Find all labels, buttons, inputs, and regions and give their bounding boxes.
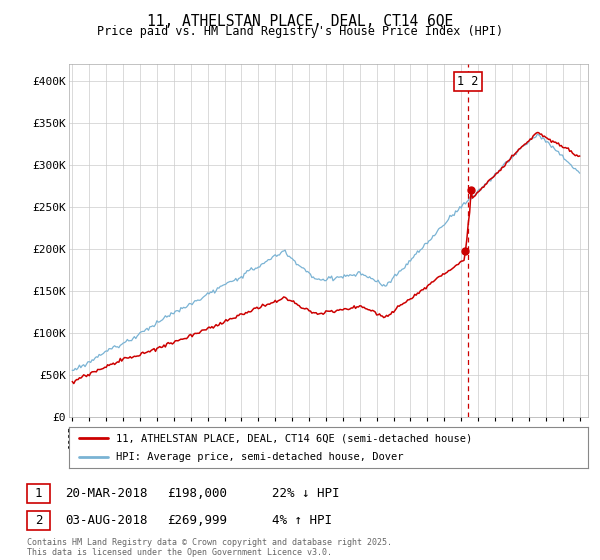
Text: 03-AUG-2018: 03-AUG-2018 <box>65 514 148 528</box>
Text: 1 2: 1 2 <box>457 74 479 88</box>
Text: 2: 2 <box>35 514 42 528</box>
Text: 11, ATHELSTAN PLACE, DEAL, CT14 6QE (semi-detached house): 11, ATHELSTAN PLACE, DEAL, CT14 6QE (sem… <box>116 433 472 443</box>
Text: £269,999: £269,999 <box>167 514 227 528</box>
Text: 4% ↑ HPI: 4% ↑ HPI <box>272 514 332 528</box>
Text: HPI: Average price, semi-detached house, Dover: HPI: Average price, semi-detached house,… <box>116 452 403 461</box>
Text: 22% ↓ HPI: 22% ↓ HPI <box>272 487 340 501</box>
Text: Price paid vs. HM Land Registry's House Price Index (HPI): Price paid vs. HM Land Registry's House … <box>97 25 503 38</box>
Text: £198,000: £198,000 <box>167 487 227 501</box>
Text: 11, ATHELSTAN PLACE, DEAL, CT14 6QE: 11, ATHELSTAN PLACE, DEAL, CT14 6QE <box>147 14 453 29</box>
Text: 1: 1 <box>35 487 42 501</box>
Text: 20-MAR-2018: 20-MAR-2018 <box>65 487 148 501</box>
Text: Contains HM Land Registry data © Crown copyright and database right 2025.
This d: Contains HM Land Registry data © Crown c… <box>27 538 392 557</box>
